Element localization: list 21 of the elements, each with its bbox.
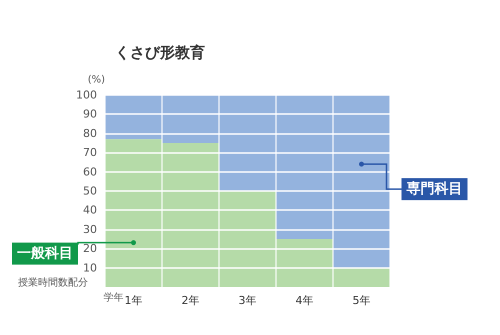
x-tick-label: 2年 — [182, 294, 200, 307]
y-tick-label: 60 — [83, 165, 97, 178]
y-tick-label: 30 — [83, 222, 97, 236]
x-tick-label: 4年 — [296, 294, 314, 307]
text: 一般科目 — [17, 246, 73, 262]
x-tick-label: 3年 — [238, 294, 256, 307]
y-tick-label: 80 — [83, 126, 97, 140]
y-tick-label: 40 — [83, 204, 97, 217]
y-tick-label: 100 — [76, 88, 97, 102]
x-tick-label: 1年 — [124, 294, 142, 307]
x-axis-title: 学年 — [104, 292, 124, 304]
y-tick-label: 10 — [83, 261, 97, 274]
y-tick-label: 70 — [83, 146, 97, 160]
x-tick-label: 5年 — [352, 294, 370, 307]
series-label: 専門科目 — [406, 181, 462, 198]
chart-title: くさび形教育 — [115, 44, 205, 62]
y-tick-label: 50 — [83, 184, 97, 198]
y-axis-title: (%) — [88, 74, 106, 86]
y-tick-label: 20 — [83, 242, 97, 256]
text: 授業時間数配分 — [18, 276, 88, 288]
y-tick-label: 90 — [83, 108, 97, 121]
